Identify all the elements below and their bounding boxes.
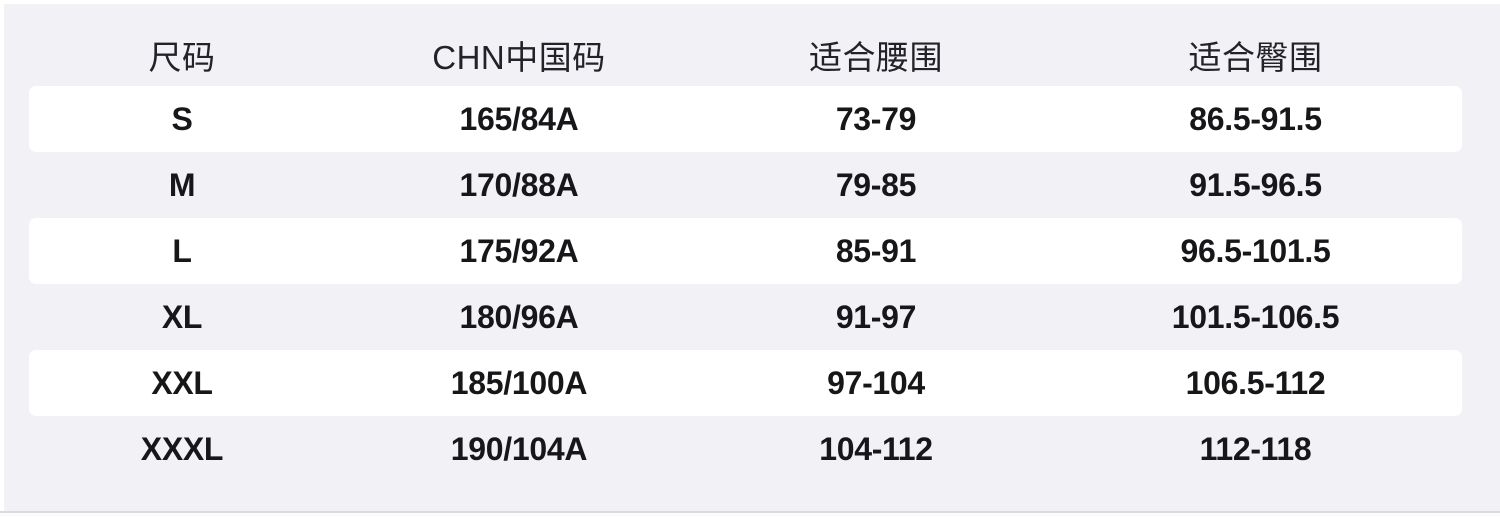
bottom-strip	[0, 513, 1500, 517]
chn-cell: 175/92A	[459, 232, 579, 269]
size-cell: XXXL	[140, 430, 224, 467]
waist-cell: 104-112	[819, 430, 933, 467]
chn-cell: 190/104A	[450, 430, 588, 467]
size-cell: S	[171, 100, 193, 137]
waist-cell: 85-91	[835, 232, 917, 269]
waist-cell: 97-104	[827, 364, 925, 401]
size-chart-table: 尺码 CHN中国码 适合腰围 适合臀围 S 165/84A 73-79 86.5…	[29, 4, 1462, 482]
chn-cell: 180/96A	[459, 298, 579, 335]
bottom-divider	[0, 511, 1500, 513]
hip-cell: 101.5-106.5	[1171, 298, 1340, 335]
hip-cell: 106.5-112	[1185, 364, 1326, 401]
table-row: M 170/88A 79-85 91.5-96.5	[29, 152, 1462, 218]
size-chart-panel: 尺码 CHN中国码 适合腰围 适合臀围 S 165/84A 73-79 86.5…	[4, 4, 1500, 511]
table-header-row: 尺码 CHN中国码 适合腰围 适合臀围	[29, 4, 1462, 86]
size-cell: XXL	[151, 364, 213, 401]
hip-cell: 112-118	[1199, 430, 1312, 467]
size-cell: XL	[161, 298, 203, 335]
waist-cell: 91-97	[835, 298, 917, 335]
size-cell: M	[168, 166, 196, 203]
table-row: XXL 185/100A 97-104 106.5-112	[29, 350, 1462, 416]
table-row: S 165/84A 73-79 86.5-91.5	[29, 86, 1462, 152]
column-header-chn: CHN中国码	[432, 39, 606, 76]
column-header-waist: 适合腰围	[809, 39, 943, 76]
hip-cell: 86.5-91.5	[1189, 100, 1322, 137]
hip-cell: 96.5-101.5	[1180, 232, 1331, 269]
waist-cell: 79-85	[835, 166, 917, 203]
chn-cell: 170/88A	[459, 166, 579, 203]
size-cell: L	[172, 232, 192, 269]
chn-cell: 165/84A	[459, 100, 579, 137]
column-header-size: 尺码	[148, 39, 216, 76]
hip-cell: 91.5-96.5	[1189, 166, 1322, 203]
table-row: XXXL 190/104A 104-112 112-118	[29, 416, 1462, 482]
table-row: XL 180/96A 91-97 101.5-106.5	[29, 284, 1462, 350]
waist-cell: 73-79	[835, 100, 917, 137]
table-row: L 175/92A 85-91 96.5-101.5	[29, 218, 1462, 284]
chn-cell: 185/100A	[450, 364, 588, 401]
column-header-hip: 适合臀围	[1188, 39, 1323, 76]
